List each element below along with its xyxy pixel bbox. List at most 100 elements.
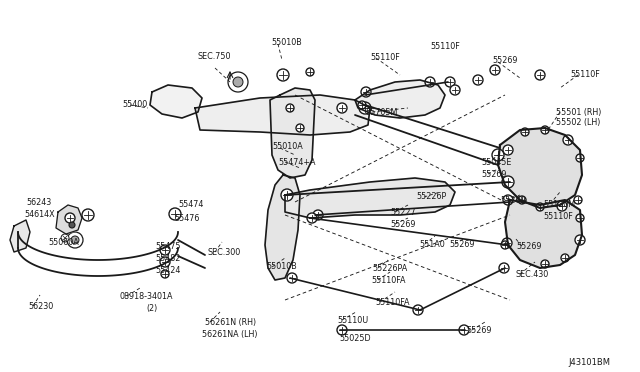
Circle shape [541,126,549,134]
Circle shape [287,273,297,283]
Circle shape [65,213,75,223]
Circle shape [337,325,347,335]
Polygon shape [270,88,315,178]
Text: 55110FA: 55110FA [375,298,410,307]
Circle shape [557,201,567,211]
Circle shape [425,77,435,87]
Text: 55110F: 55110F [370,53,400,62]
Circle shape [575,235,585,245]
Circle shape [307,213,317,223]
Circle shape [502,238,512,248]
Circle shape [459,325,469,335]
Circle shape [501,241,509,249]
Polygon shape [285,178,455,218]
Text: 55474: 55474 [178,200,204,209]
Circle shape [61,234,69,242]
Text: 55010B: 55010B [266,262,297,271]
Circle shape [286,104,294,112]
Polygon shape [10,220,30,252]
Text: 55482: 55482 [155,254,180,263]
Polygon shape [498,128,582,208]
Text: (2): (2) [146,304,157,313]
Circle shape [536,203,544,211]
Circle shape [69,222,75,228]
Circle shape [281,189,293,201]
Text: 55010B: 55010B [271,38,301,47]
Circle shape [313,210,323,220]
Circle shape [161,270,169,278]
Text: 56243: 56243 [26,198,51,207]
Circle shape [160,245,170,255]
Circle shape [361,87,371,97]
Text: 55269: 55269 [492,56,518,65]
Circle shape [358,101,366,109]
Text: 55010A: 55010A [272,142,303,151]
Circle shape [337,103,347,113]
Text: 55269: 55269 [449,240,474,249]
Text: 551A0: 551A0 [419,240,445,249]
Text: 55110FA: 55110FA [371,276,406,285]
Circle shape [359,102,371,114]
Text: 08918-3401A: 08918-3401A [120,292,173,301]
Text: 55025D: 55025D [339,334,371,343]
Text: 55060A: 55060A [48,238,79,247]
Text: 55502 (LH): 55502 (LH) [556,118,600,127]
Text: 55269: 55269 [466,326,492,335]
Text: 56261N (RH): 56261N (RH) [205,318,256,327]
Text: 55269: 55269 [481,170,506,179]
Text: SEC.430: SEC.430 [515,270,548,279]
Circle shape [574,196,582,204]
Circle shape [160,257,170,267]
Circle shape [535,70,545,80]
Polygon shape [355,80,445,118]
Circle shape [521,128,529,136]
Circle shape [490,65,500,75]
Text: 55110U: 55110U [337,316,368,325]
Text: 55474+A: 55474+A [278,158,316,167]
Circle shape [67,232,83,248]
Text: 55269: 55269 [500,196,525,205]
Text: 55130M: 55130M [543,200,575,209]
Circle shape [233,77,243,87]
Text: SEC.750: SEC.750 [198,52,232,61]
Text: 55400: 55400 [122,100,147,109]
Polygon shape [505,200,582,268]
Text: J43101BM: J43101BM [568,358,610,367]
Circle shape [576,154,584,162]
Text: 55705M: 55705M [365,108,397,117]
Polygon shape [195,95,370,135]
Text: 55269: 55269 [390,220,415,229]
Circle shape [499,263,509,273]
Text: 55424: 55424 [155,266,180,275]
Text: 55476: 55476 [174,214,200,223]
Text: 56261NA (LH): 56261NA (LH) [202,330,257,339]
Text: SEC.300: SEC.300 [208,248,241,257]
Text: 55110F: 55110F [430,42,460,51]
Text: 55227: 55227 [390,208,415,217]
Text: 55110F: 55110F [570,70,600,79]
Circle shape [306,68,314,76]
Circle shape [503,145,513,155]
Text: 54614X: 54614X [24,210,54,219]
Circle shape [445,77,455,87]
Circle shape [503,195,513,205]
Circle shape [561,254,569,262]
Circle shape [450,85,460,95]
Text: 55045E: 55045E [481,158,511,167]
Circle shape [473,75,483,85]
Text: 55226P: 55226P [416,192,446,201]
Circle shape [277,69,289,81]
Circle shape [82,209,94,221]
Circle shape [518,196,526,204]
Text: 55226PA: 55226PA [372,264,407,273]
Text: 56230: 56230 [28,302,53,311]
Polygon shape [56,205,82,234]
Polygon shape [265,175,300,280]
Circle shape [492,149,504,161]
Circle shape [541,260,549,268]
Circle shape [296,124,304,132]
Circle shape [563,135,573,145]
Circle shape [502,176,514,188]
Circle shape [576,214,584,222]
Circle shape [71,236,79,244]
